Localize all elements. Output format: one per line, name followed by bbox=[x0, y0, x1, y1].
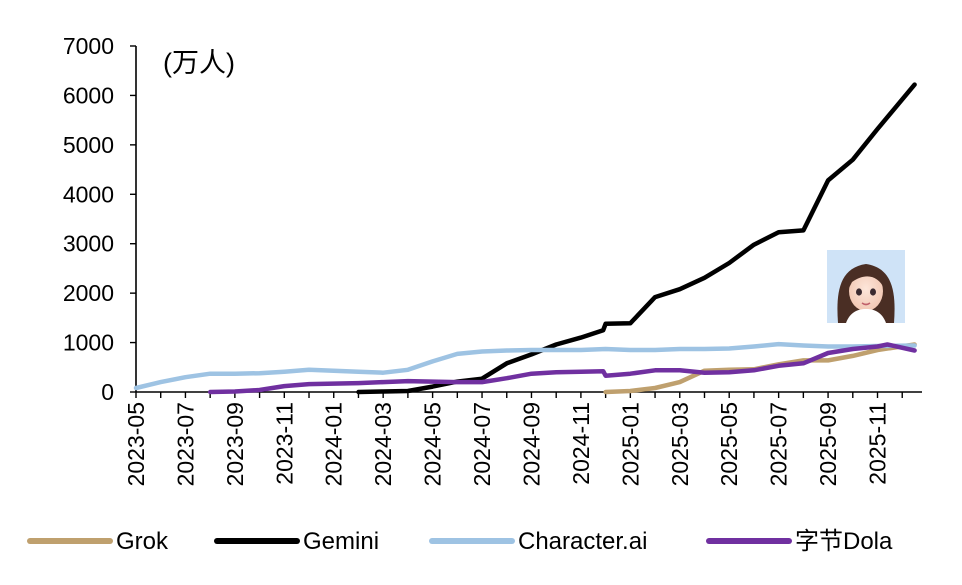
x-tick-label: 2025-09 bbox=[815, 402, 841, 486]
series-line-dola bbox=[207, 342, 917, 395]
x-tick-label: 2023-07 bbox=[172, 402, 198, 486]
legend-label: Grok bbox=[116, 528, 169, 555]
y-tick-label: 4000 bbox=[63, 181, 114, 207]
x-tick-label: 2024-01 bbox=[321, 402, 347, 486]
avatar-shirt bbox=[846, 309, 886, 323]
y-tick-label: 0 bbox=[101, 379, 114, 405]
x-ticks: 2023-05 2023-07 2023-09 2023-11 2024-01 2024-… bbox=[123, 392, 903, 486]
x-tick-label: 2025-03 bbox=[667, 402, 693, 486]
x-tick-label: 2023-05 bbox=[123, 402, 149, 486]
avatar-right-eye bbox=[870, 288, 876, 296]
x-tick-label: 2024-03 bbox=[370, 402, 396, 486]
legend: Grok Gemini Character.ai 字节Dola bbox=[27, 528, 893, 555]
y-tick-label: 2000 bbox=[63, 280, 114, 306]
avatar-mouth bbox=[861, 302, 871, 306]
legend-label: Character.ai bbox=[518, 528, 647, 555]
avatar-face bbox=[849, 271, 883, 311]
x-tick-label: 2024-11 bbox=[568, 402, 594, 485]
y-tick-label: 3000 bbox=[63, 231, 114, 257]
avatar-bangs bbox=[848, 264, 885, 290]
series-lines bbox=[133, 82, 917, 395]
x-tick-label: 2023-11 bbox=[271, 402, 297, 485]
x-tick-label: 2025-07 bbox=[766, 402, 792, 486]
x-tick-label: 2024-09 bbox=[518, 402, 544, 486]
y-tick-label: 1000 bbox=[63, 330, 114, 356]
x-tick-label: 2023-09 bbox=[222, 402, 248, 486]
x-tick-label: 2024-05 bbox=[420, 402, 446, 486]
legend-label: 字节Dola bbox=[795, 528, 893, 555]
series-line-character-ai bbox=[133, 341, 917, 391]
unit-label: (万人) bbox=[163, 48, 235, 78]
y-tick-label: 7000 bbox=[63, 33, 114, 59]
avatar-illustration bbox=[827, 250, 905, 323]
legend-label: Gemini bbox=[303, 528, 379, 555]
x-tick-label: 2025-11 bbox=[865, 402, 891, 485]
y-tick-label: 6000 bbox=[63, 82, 114, 108]
avatar-left-eye bbox=[856, 288, 862, 296]
x-tick-label: 2024-07 bbox=[469, 402, 495, 486]
y-ticks: 0 1000 2000 3000 4000 5000 6000 7000 bbox=[63, 33, 136, 405]
x-tick-label: 2025-05 bbox=[716, 402, 742, 486]
x-tick-label: 2025-01 bbox=[617, 402, 643, 486]
y-tick-label: 5000 bbox=[63, 132, 114, 158]
